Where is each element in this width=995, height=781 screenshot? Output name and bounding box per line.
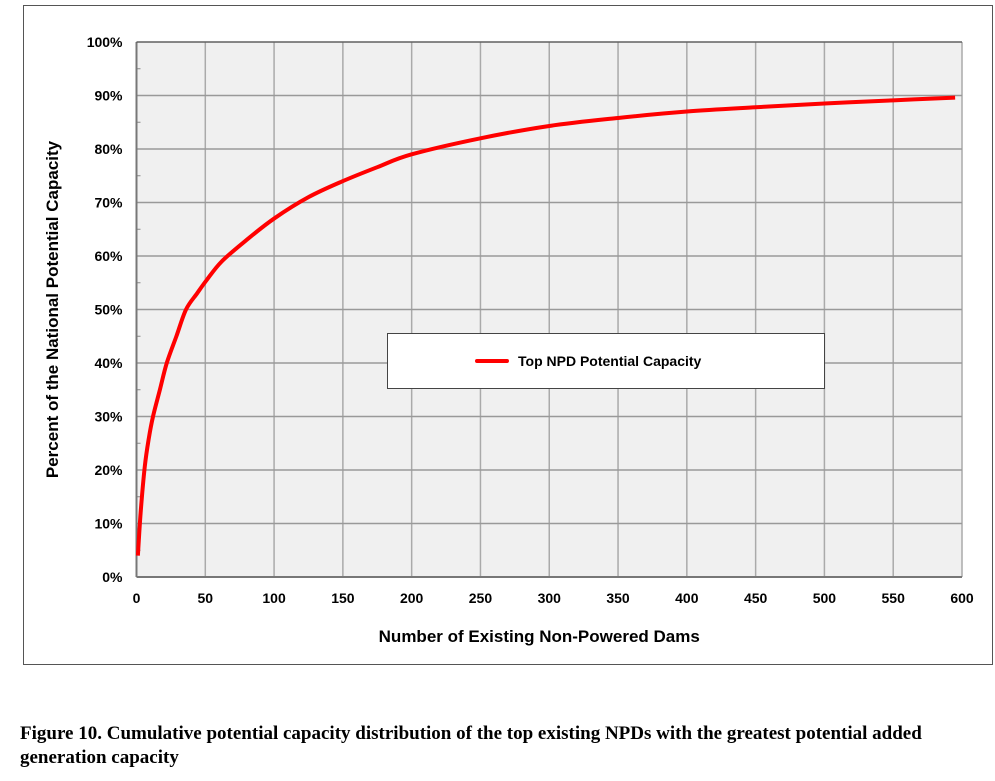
- legend: Top NPD Potential Capacity: [387, 333, 825, 389]
- y-tick-label: 100%: [87, 34, 123, 50]
- x-tick-label: 0: [133, 590, 141, 606]
- x-tick-label: 200: [400, 590, 424, 606]
- x-axis-title: Number of Existing Non-Powered Dams: [379, 627, 700, 646]
- y-tick-label: 30%: [94, 409, 123, 425]
- y-tick-label: 60%: [94, 248, 123, 264]
- y-tick-label: 20%: [94, 462, 123, 478]
- x-tick-label: 100: [262, 590, 286, 606]
- x-tick-label: 350: [606, 590, 630, 606]
- x-tick-label: 150: [331, 590, 355, 606]
- x-tick-label: 600: [950, 590, 974, 606]
- x-tick-label: 400: [675, 590, 699, 606]
- x-tick-label: 50: [198, 590, 214, 606]
- series-line: [135, 95, 956, 556]
- y-tick-label: 40%: [94, 355, 123, 371]
- x-tick-label: 550: [882, 590, 906, 606]
- y-tick-label: 80%: [94, 141, 123, 157]
- x-tick-label: 500: [813, 590, 837, 606]
- figure-caption: Figure 10. Cumulative potential capacity…: [20, 723, 922, 768]
- y-tick-label: 10%: [94, 516, 123, 532]
- line-chart: 0 50 100 150 200 250 300 350 400 450 500 550 600 0% 10…: [43, 34, 974, 646]
- y-tick-label: 0%: [102, 569, 123, 585]
- y-tick-label: 70%: [94, 195, 123, 211]
- x-tick-label: 450: [744, 590, 768, 606]
- legend-swatch: [475, 359, 509, 363]
- y-axis-title: Percent of the National Potential Capaci…: [43, 140, 62, 478]
- x-tick-label: 250: [469, 590, 493, 606]
- legend-label: Top NPD Potential Capacity: [518, 353, 702, 369]
- chart-frame: [23, 5, 993, 665]
- y-tick-label: 50%: [94, 302, 123, 318]
- x-tick-label: 300: [538, 590, 562, 606]
- y-tick-label: 90%: [94, 88, 123, 104]
